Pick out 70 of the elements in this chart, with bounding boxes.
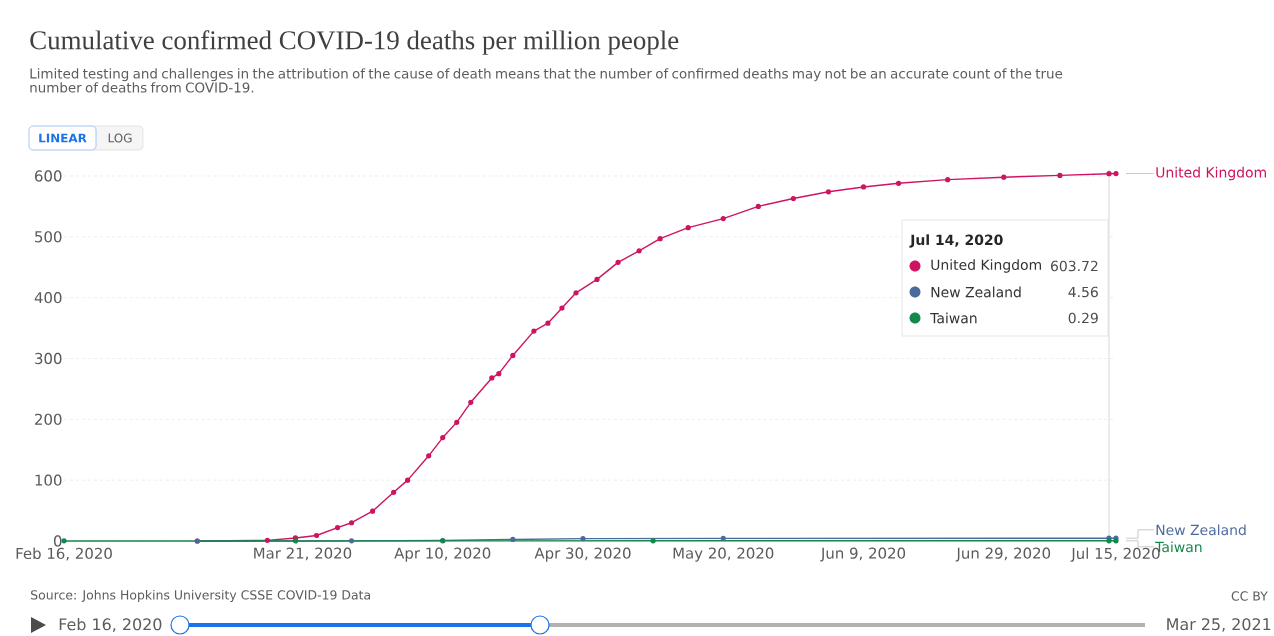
legend-label: United Kingdom	[931, 259, 1041, 273]
x-tick-label: Feb 16, 2020	[16, 547, 112, 561]
point	[454, 419, 460, 425]
text: Feb 16, 2020	[59, 618, 162, 632]
chart-title: Cumulative confirmed COVID-19 deaths per million people	[30, 30, 679, 55]
x-tick-label: Jun 9, 2020	[820, 547, 906, 562]
point	[657, 236, 663, 242]
y-tick-label: 400	[34, 292, 62, 304]
point	[573, 290, 579, 296]
point	[790, 195, 796, 202]
x-tick-label: Mar 21, 2020	[254, 547, 352, 561]
point	[334, 525, 341, 531]
point	[580, 536, 586, 542]
y-tick-label: 600	[35, 170, 62, 182]
text: CC BY	[1231, 591, 1268, 601]
y-tick-label: 0	[53, 535, 62, 547]
x-tick-label: May 20, 2020	[673, 547, 774, 562]
x-tick-label: Jun 29, 2020	[955, 547, 1051, 562]
chart-subtitle: Limited testing and challenges in the attribution of the cause of death means that the number of confirmed deaths may not be an accurate count of the true number of deaths from COVID-19.	[30, 68, 1063, 93]
point	[559, 305, 565, 311]
point	[1001, 174, 1007, 180]
point	[369, 508, 376, 514]
annotation: 0.29	[1068, 312, 1098, 324]
point	[755, 203, 761, 209]
point	[510, 536, 516, 543]
point	[1113, 170, 1119, 177]
legend-label: New Zealand	[931, 286, 1021, 298]
point	[426, 453, 432, 459]
point	[594, 276, 600, 282]
text: United Kingdom	[1156, 166, 1266, 181]
point	[510, 352, 516, 359]
point	[531, 328, 537, 334]
point	[348, 538, 355, 544]
text: New Zealand	[1156, 524, 1246, 536]
source-note: Source: Johns Hopkins University CSSE COVID-19 Data	[31, 589, 370, 603]
y-tick-label: 200	[35, 413, 62, 425]
point	[636, 248, 642, 254]
x-tick-label: Apr 10, 2020	[394, 547, 491, 562]
point	[860, 184, 867, 190]
point	[545, 320, 551, 326]
legend-label: Taiwan	[930, 312, 977, 324]
point	[1057, 172, 1063, 178]
point	[440, 434, 446, 441]
text: LINEAR	[39, 133, 87, 143]
text: Mar 25, 2021	[1167, 618, 1271, 632]
point	[313, 532, 320, 539]
point	[895, 180, 902, 186]
point	[650, 538, 656, 544]
point	[264, 537, 270, 543]
point	[685, 225, 691, 231]
x-tick-label: Apr 30, 2020	[534, 547, 631, 562]
y-tick-label: 100	[35, 474, 62, 486]
y-tick-label: 300	[35, 352, 62, 365]
point	[945, 177, 951, 183]
annotation: Jul 14, 2020	[909, 234, 1003, 248]
text: LOG	[108, 133, 132, 143]
point	[489, 375, 495, 381]
point	[720, 215, 726, 222]
point	[405, 477, 411, 483]
annotation: 603.72	[1050, 260, 1098, 272]
point	[468, 399, 474, 405]
y-tick-label: 500	[35, 231, 62, 243]
point	[825, 189, 832, 195]
point	[348, 520, 355, 526]
point	[391, 489, 397, 495]
point	[615, 259, 621, 265]
point	[720, 535, 726, 541]
point	[496, 371, 502, 377]
annotation: 4.56	[1068, 286, 1098, 298]
point	[1106, 171, 1112, 177]
